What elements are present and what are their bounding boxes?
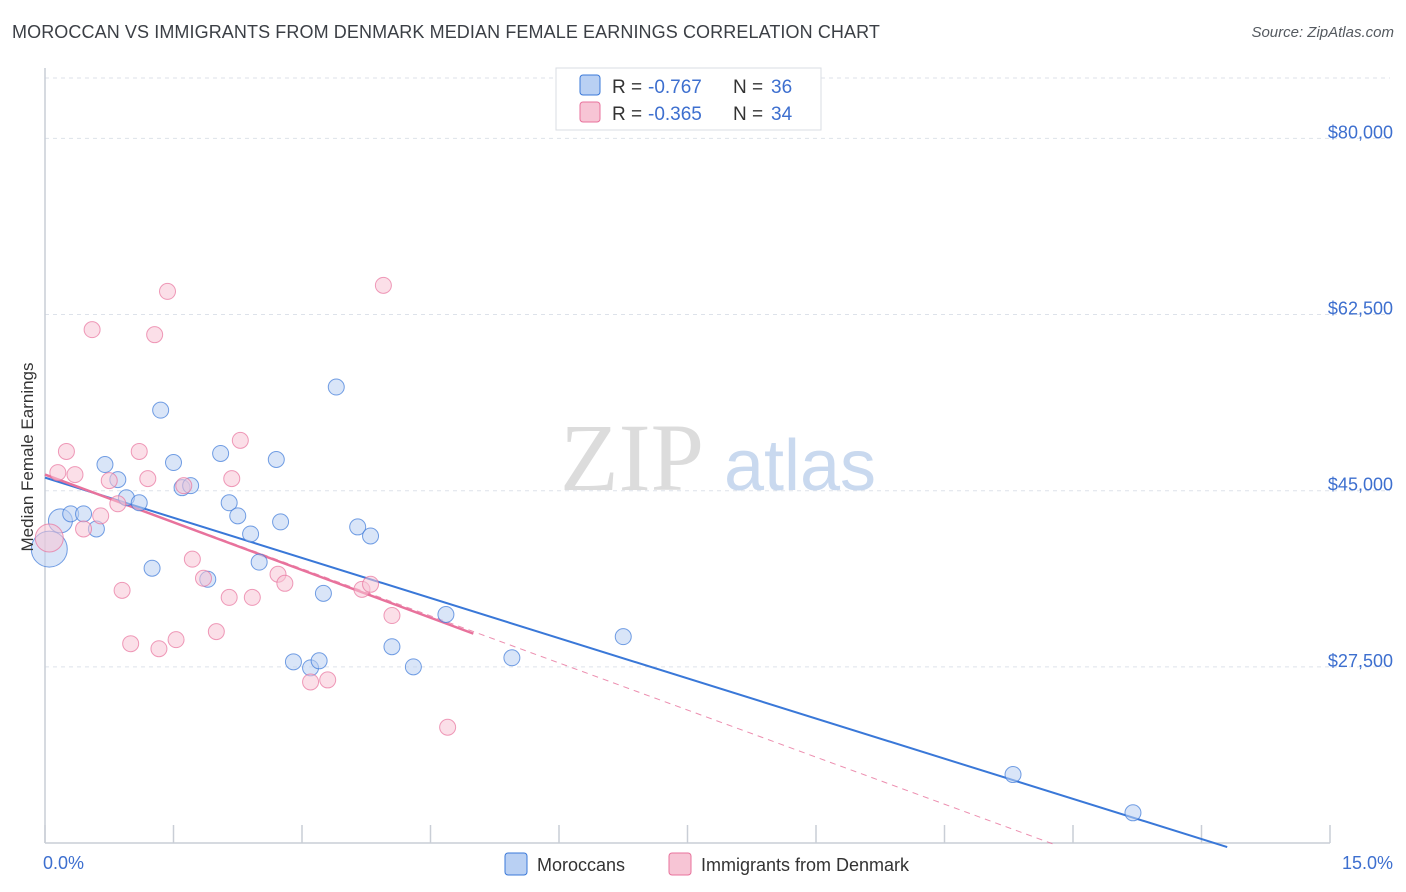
legend-swatch-moroccans	[579, 74, 601, 96]
point-denmark	[34, 523, 64, 553]
point-moroccans	[404, 658, 422, 676]
point-moroccans	[327, 378, 345, 396]
y-tick-label: $45,000	[1328, 475, 1393, 495]
point-moroccans	[437, 606, 455, 624]
point-denmark	[122, 635, 140, 653]
point-denmark	[92, 507, 110, 525]
point-moroccans	[229, 507, 247, 525]
y-tick-label: $80,000	[1328, 122, 1393, 142]
chart-title: MOROCCAN VS IMMIGRANTS FROM DENMARK MEDI…	[12, 22, 881, 42]
point-denmark	[109, 495, 127, 513]
point-moroccans	[242, 525, 260, 543]
bottom-legend-label-moroccans: Moroccans	[537, 855, 625, 875]
bottom-legend-label-denmark: Immigrants from Denmark	[701, 855, 910, 875]
y-tick-label: $27,500	[1328, 651, 1393, 671]
point-denmark	[100, 472, 118, 490]
watermark-zip: ZIP	[560, 404, 704, 511]
point-denmark	[183, 550, 201, 568]
point-moroccans	[96, 456, 114, 474]
source-label: Source: ZipAtlas.com	[1251, 24, 1394, 41]
watermark: ZIP atlas	[560, 404, 876, 511]
legend-r-label-2: R =	[612, 104, 642, 125]
data-points	[30, 276, 1142, 822]
point-moroccans	[212, 444, 230, 462]
point-denmark	[243, 588, 261, 606]
trend-line-moroccans	[44, 476, 1228, 848]
point-denmark	[83, 321, 101, 339]
legend-n-value-1: 36	[771, 77, 792, 98]
axes	[44, 68, 1331, 844]
point-moroccans	[383, 638, 401, 656]
point-denmark	[175, 477, 193, 495]
x-tick-label: 0.0%	[43, 853, 84, 873]
legend-swatch-denmark	[579, 101, 601, 123]
point-moroccans	[75, 505, 93, 523]
legend-r-value-2: -0.365	[648, 104, 702, 125]
trend-lines	[44, 473, 1228, 848]
point-denmark	[207, 623, 225, 641]
point-moroccans	[362, 527, 380, 545]
y-tick-labels: $27,500 $45,000 $62,500 $80,000	[1328, 122, 1393, 670]
point-denmark	[319, 671, 337, 689]
point-moroccans	[503, 649, 521, 667]
point-moroccans	[310, 652, 328, 670]
point-moroccans	[165, 454, 182, 472]
legend-r-label-1: R =	[612, 77, 642, 98]
point-denmark	[139, 470, 157, 488]
legend-r-value-1: -0.767	[648, 77, 702, 98]
legend-n-label-2: N =	[733, 104, 763, 125]
point-moroccans	[349, 518, 367, 536]
x-tick-label: 15.0%	[1342, 853, 1393, 873]
point-denmark	[75, 520, 93, 538]
bottom-legend: Moroccans Immigrants from Denmark	[504, 852, 910, 876]
point-denmark	[374, 276, 392, 294]
point-denmark	[130, 442, 148, 460]
point-moroccans	[152, 401, 170, 419]
point-denmark	[57, 442, 75, 460]
point-denmark	[220, 588, 238, 606]
legend-n-value-2: 34	[771, 104, 793, 125]
y-tick-label: $62,500	[1328, 299, 1393, 319]
point-moroccans	[314, 584, 332, 602]
bottom-legend-swatch-denmark	[668, 852, 692, 876]
point-moroccans	[272, 513, 290, 531]
point-moroccans	[130, 494, 148, 512]
point-denmark	[383, 607, 401, 625]
point-moroccans	[284, 653, 302, 671]
point-denmark	[362, 575, 380, 593]
bottom-legend-swatch-moroccans	[504, 852, 528, 876]
legend: R = -0.767 N = 36 R = -0.365 N = 34	[555, 67, 822, 131]
point-moroccans	[250, 553, 268, 571]
point-moroccans	[220, 494, 238, 512]
point-denmark	[439, 718, 457, 736]
point-denmark	[150, 640, 168, 658]
point-denmark	[159, 282, 177, 300]
gridlines	[45, 77, 1390, 668]
point-denmark	[146, 326, 164, 344]
point-denmark	[167, 631, 185, 649]
x-tick-labels: 0.0% 15.0%	[43, 853, 1393, 873]
point-moroccans	[267, 450, 285, 468]
point-denmark	[66, 466, 84, 484]
point-denmark	[276, 574, 294, 592]
point-moroccans	[614, 628, 632, 646]
legend-n-label-1: N =	[733, 77, 763, 98]
point-moroccans	[143, 559, 161, 577]
point-denmark	[231, 431, 249, 449]
watermark-atlas: atlas	[724, 426, 876, 506]
point-denmark	[302, 673, 320, 691]
point-denmark	[194, 569, 212, 587]
point-denmark	[223, 470, 241, 488]
y-axis-title: Median Female Earnings	[18, 363, 37, 552]
point-moroccans	[1004, 766, 1022, 784]
point-denmark	[49, 464, 67, 482]
point-moroccans	[1124, 804, 1142, 822]
point-denmark	[113, 581, 131, 599]
